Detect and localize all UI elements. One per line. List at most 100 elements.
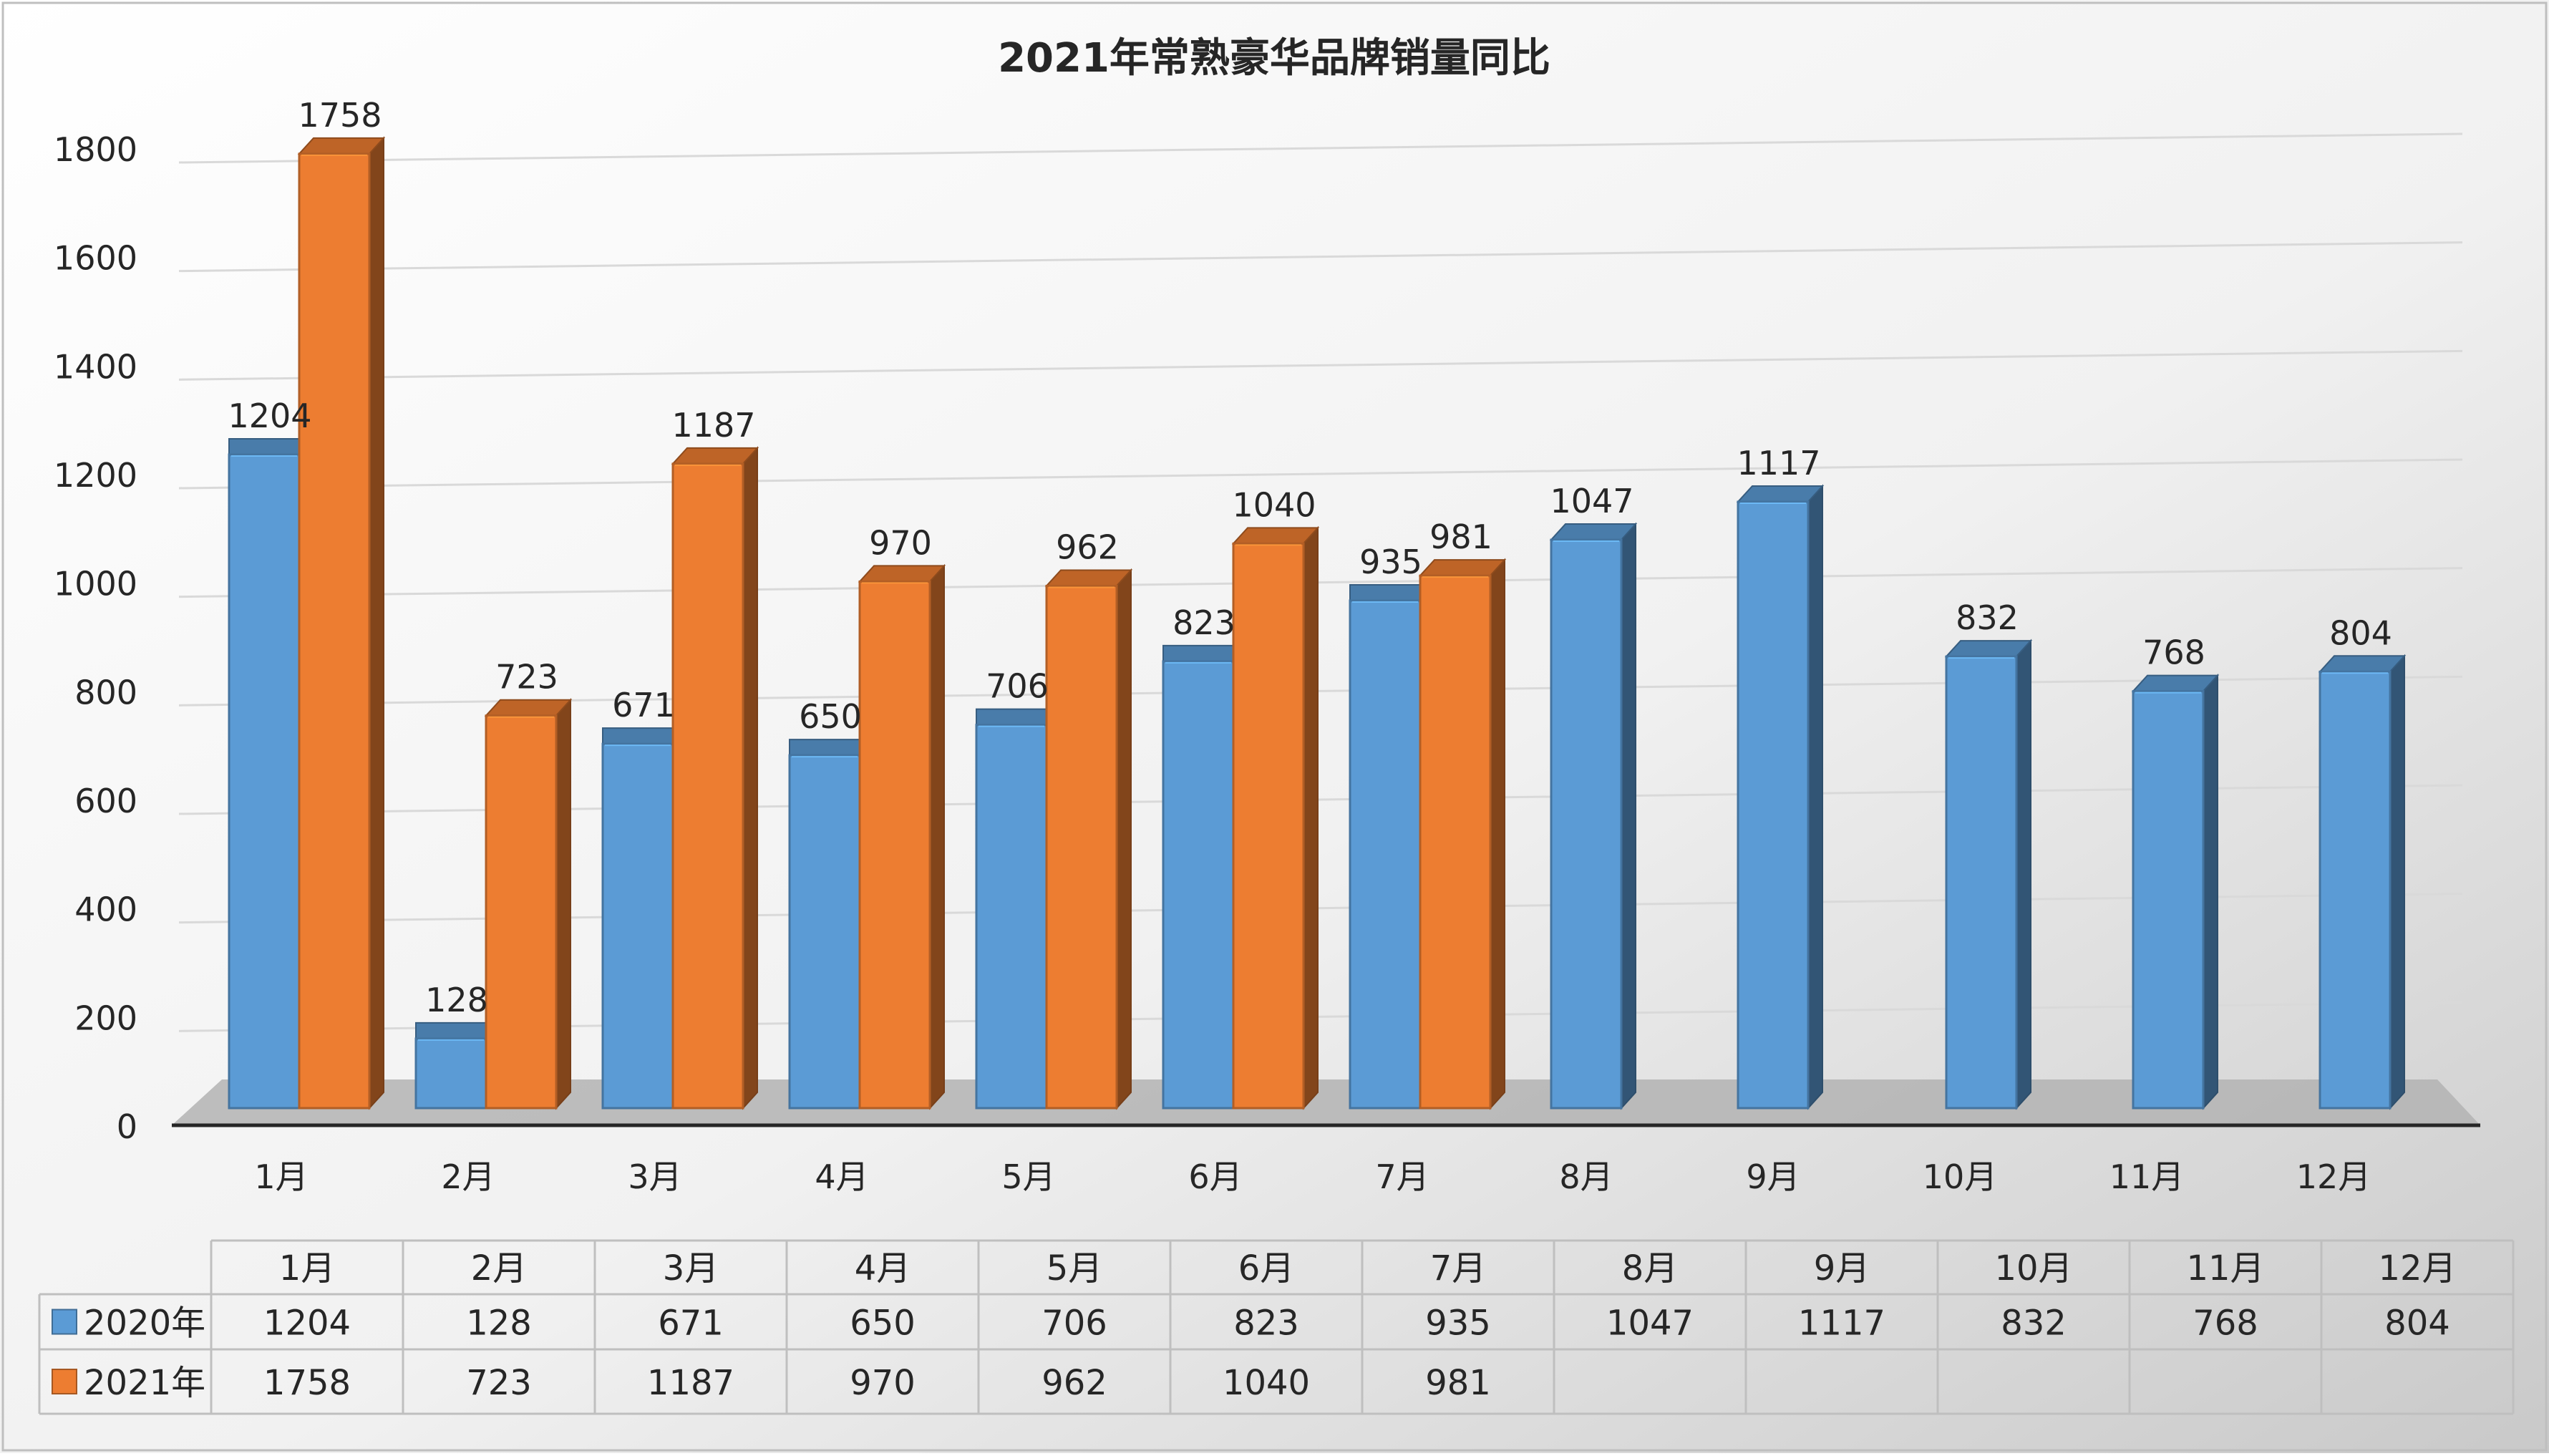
bar-2020	[414, 1037, 487, 1110]
bar-top-2020	[1549, 523, 1638, 541]
y-axis: 0 200 400 600 800 1000 1200 1400 1600 1800	[54, 130, 137, 1146]
x-tick-label: 2月	[441, 1157, 495, 1196]
chart-title: 2021年常熟豪华品牌销量同比	[998, 35, 1550, 82]
y-tick-label: 600	[74, 782, 137, 820]
data-label: 962	[1056, 528, 1119, 566]
x-tick-label: 11月	[2109, 1157, 2185, 1196]
data-label: 1117	[1737, 444, 1820, 482]
legend-label: 2021年	[84, 1363, 205, 1403]
bar-side-2021	[1116, 568, 1132, 1110]
bar-side-2020	[2203, 674, 2218, 1110]
bar-2020	[788, 754, 861, 1110]
table-cell: 650	[850, 1304, 916, 1344]
table-cell: 1204	[263, 1304, 351, 1344]
x-tick-label: 5月	[1001, 1157, 1055, 1196]
table-header-cell: 4月	[855, 1248, 911, 1288]
gridline	[178, 567, 2463, 598]
x-tick-label: 6月	[1188, 1157, 1242, 1196]
bar-2020	[1737, 500, 1810, 1110]
table-header-cell: 1月	[279, 1248, 336, 1288]
data-label: 128	[425, 981, 488, 1019]
bar-top-2020	[228, 437, 300, 455]
bar-top-2020	[415, 1021, 487, 1039]
y-tick-label: 800	[74, 673, 137, 712]
table-cell: 981	[1425, 1363, 1491, 1403]
x-tick-label: 1月	[254, 1157, 308, 1196]
bar-top-2021	[484, 699, 573, 717]
bar-2020	[1550, 538, 1623, 1110]
table-cell: 128	[466, 1304, 532, 1344]
table-cell: 832	[2001, 1304, 2067, 1344]
bar-2021	[1045, 584, 1118, 1110]
bar-2020	[975, 724, 1048, 1110]
x-axis: 1月 2月 3月 4月 5月 6月 7月 8月 9月 10月 11月 12月	[254, 1157, 2371, 1196]
bar-2020	[2319, 670, 2392, 1110]
table-cell: 804	[2384, 1304, 2450, 1344]
legend-key-2020	[52, 1309, 77, 1335]
data-label: 1040	[1232, 485, 1316, 524]
bar-2020	[1349, 599, 1422, 1110]
table-cell: 723	[466, 1363, 532, 1403]
table-header-cell: 11月	[2186, 1248, 2264, 1288]
table-cell: 970	[850, 1363, 916, 1403]
table-header-cell: 12月	[2378, 1248, 2456, 1288]
bar-side-2021	[369, 136, 384, 1110]
bar-side-2020	[2016, 639, 2031, 1110]
table-cell: 962	[1042, 1363, 1107, 1403]
table-header-cell: 5月	[1047, 1248, 1103, 1288]
bar-side-2021	[742, 446, 758, 1110]
x-tick-label: 7月	[1375, 1157, 1429, 1196]
data-labels: 1204 1758 128 723 671 1187 650 970 706 962 823 1040…	[228, 96, 2392, 1019]
y-tick-label: 1000	[54, 565, 137, 603]
bar-top-2021	[1231, 527, 1320, 545]
bar-side-2020	[1807, 484, 1823, 1110]
data-label: 804	[2329, 613, 2392, 652]
data-label: 981	[1429, 518, 1492, 556]
data-label: 823	[1172, 603, 1235, 642]
x-tick-label: 4月	[815, 1157, 868, 1196]
bar-top-2020	[976, 708, 1047, 726]
bar-side-2021	[555, 698, 571, 1110]
data-table: 1月 2月 3月 4月 5月 6月 7月 8月 9月 10月 11月 12月 2020年 1204 128 6…	[38, 1239, 2515, 1415]
table-header-cell: 2月	[471, 1248, 528, 1288]
legend-label: 2020年	[84, 1304, 205, 1344]
y-tick-label: 200	[74, 999, 137, 1037]
bar-2021	[858, 580, 931, 1110]
bar-2020	[1162, 660, 1235, 1110]
legend-key-2021	[52, 1369, 77, 1394]
bar-top-2021	[671, 447, 759, 465]
gridline	[178, 241, 2463, 273]
data-label: 1758	[298, 96, 382, 135]
gridline	[178, 349, 2463, 381]
table-cell: 1187	[647, 1363, 734, 1403]
bar-2020	[2132, 690, 2205, 1110]
bar-2021	[1419, 574, 1492, 1110]
table-cell: 1040	[1223, 1363, 1310, 1403]
bar-2021	[298, 152, 371, 1110]
table-cell: 671	[658, 1304, 724, 1344]
table-cell: 1117	[1798, 1304, 1885, 1344]
table-header-cell: 8月	[1622, 1248, 1679, 1288]
x-tick-label: 10月	[1923, 1157, 1998, 1196]
bar-2020	[228, 453, 301, 1110]
table-cell: 768	[2193, 1304, 2258, 1344]
data-label: 935	[1359, 543, 1422, 581]
bar-top-2020	[789, 739, 860, 757]
bar-top-2020	[1349, 583, 1421, 601]
data-label: 1187	[671, 406, 755, 445]
bar-side-2021	[1490, 558, 1505, 1110]
bar-top-2020	[602, 727, 674, 745]
bar-side-2020	[1621, 522, 1636, 1110]
bar-2020	[601, 742, 674, 1110]
y-tick-label: 1800	[54, 130, 137, 169]
y-tick-label: 1600	[54, 239, 137, 278]
bar-top-2021	[297, 137, 386, 155]
x-tick-label: 9月	[1746, 1157, 1800, 1196]
bar-top-2021	[1044, 569, 1133, 587]
data-label: 832	[1956, 598, 2019, 637]
bar-side-2021	[1303, 525, 1319, 1110]
gridline	[178, 132, 2463, 164]
data-label: 671	[612, 686, 675, 724]
